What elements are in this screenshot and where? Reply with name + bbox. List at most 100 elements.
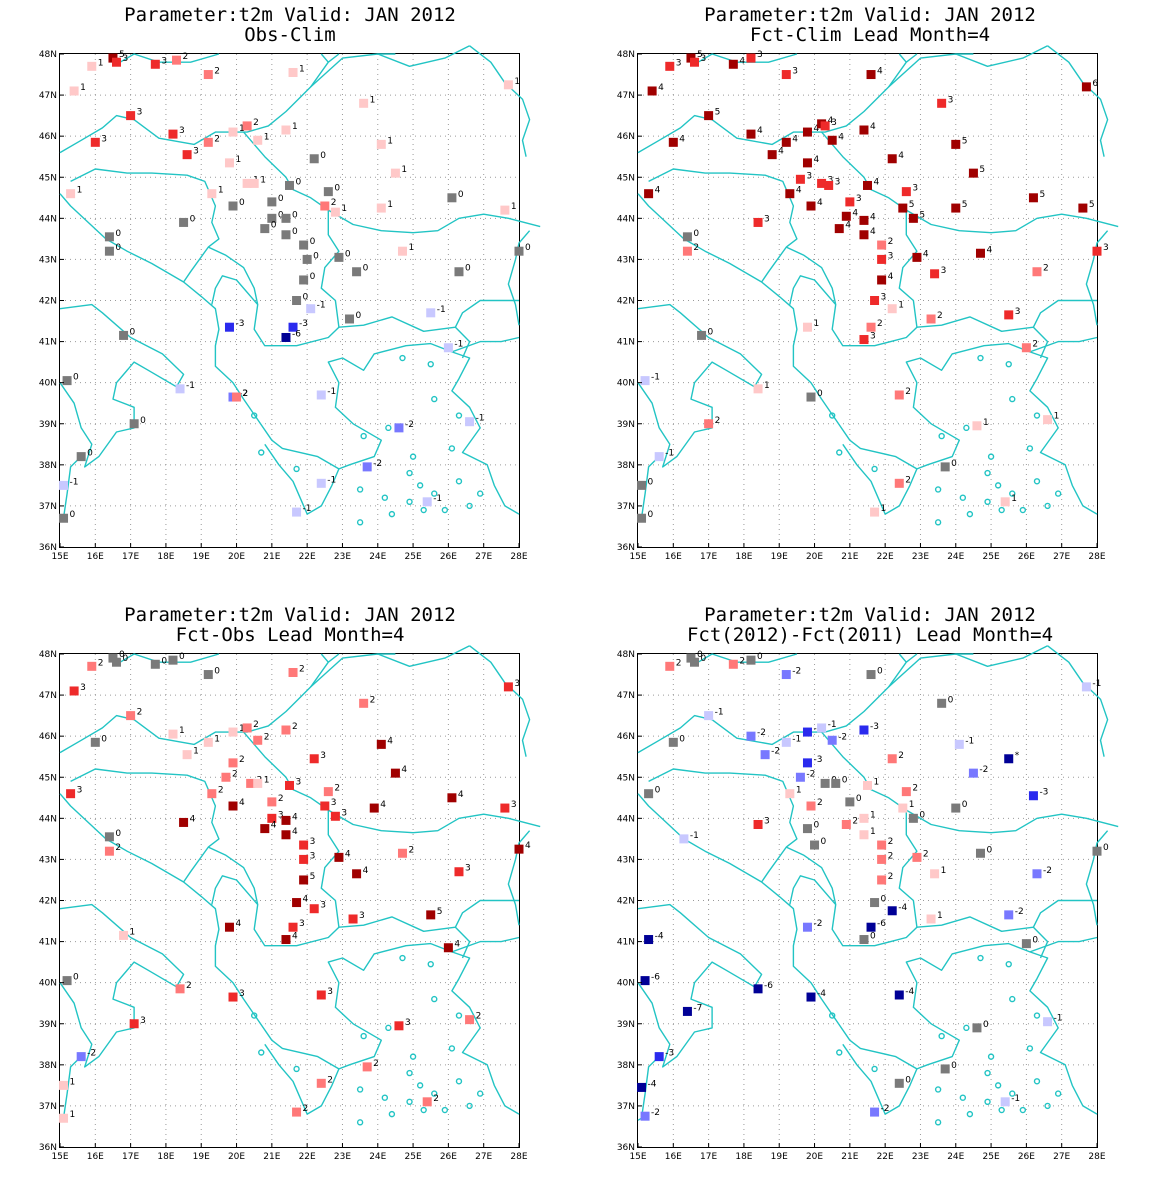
station-marker: -2 [760,747,780,760]
island-outline [1044,1102,1051,1110]
station-marker: 1 [390,165,407,178]
station-value-label: 0 [73,973,79,983]
station-square [640,376,650,386]
station-square [390,768,400,778]
island-outline [385,424,392,432]
coastline [648,768,798,883]
station-marker: 4 [859,122,876,135]
station-square [870,898,880,908]
station-marker: 2 [422,1094,439,1107]
lat-tick-label: 39N [39,420,57,430]
station-marker: 5 [951,136,968,149]
island-outline [934,1119,942,1126]
station-value-label: 2 [912,784,918,794]
station-square [299,840,309,850]
lon-tick-label: 25E [983,1152,1000,1162]
station-value-label: 4 [877,67,883,77]
station-marker: -2 [1032,866,1052,879]
station-square [362,1062,372,1072]
lat-tick-label: 48N [617,50,635,60]
station-value-label: -1 [828,720,837,730]
station-marker: 4 [781,134,798,147]
station-marker: 0 [59,510,76,523]
coastline [888,645,1048,688]
station-square [87,61,97,71]
station-square [781,137,791,147]
island-outline [399,954,406,962]
station-square [447,793,457,803]
station-square [150,59,160,69]
island-outline [871,1065,878,1073]
station-value-label: -1 [186,381,195,391]
station-value-label: 3 [856,194,862,204]
station-square [281,725,291,735]
station-value-label: 4 [658,83,664,93]
station-marker: 0 [1092,843,1109,856]
station-value-label: 0 [214,667,220,677]
station-square [299,875,309,885]
station-value-label: 4 [292,932,298,942]
station-marker: 1 [207,186,224,199]
station-square [785,789,795,799]
station-marker: 4 [224,919,241,932]
station-marker: 0 [203,667,220,680]
station-square [104,232,114,242]
coastline [888,45,1048,88]
coastline [116,653,220,665]
lon-tick-label: 26E [1018,1152,1035,1162]
station-marker: 0 [119,327,136,340]
station-marker: 3 [859,332,876,345]
station-marker: 1 [926,911,943,924]
station-value-label: 4 [401,765,407,775]
station-value-label: 3 [239,989,245,999]
station-marker: 4 [369,800,386,813]
station-value-label: 2 [739,656,745,666]
station-square [817,178,827,188]
station-marker: 2 [292,1104,308,1117]
station-value-label: -3 [299,319,308,329]
station-marker: -2 [76,1049,96,1062]
station-marker: 2 [901,784,918,797]
coastline [1085,230,1109,326]
station-square [426,910,436,920]
station-value-label: 2 [877,319,883,329]
station-value-label: 0 [821,837,827,847]
island-outline [476,1090,484,1097]
station-value-label: 3 [831,118,837,128]
station-square [859,830,869,840]
station-value-label: 1 [881,504,887,514]
station-marker: -2 [394,420,414,433]
station-value-label: -3 [665,1049,674,1059]
station-marker: 2 [228,755,245,768]
station-marker: 0 [454,264,471,277]
station-marker: 1 [397,243,414,256]
station-marker: 4 [863,177,880,190]
station-value-label: 3 [122,54,128,64]
lon-tick-label: 28E [510,552,527,562]
station-marker: 0 [951,800,968,813]
island-outline [466,502,473,510]
station-marker: 0 [937,695,954,708]
island-outline [984,498,991,506]
station-marker: 1 [59,1110,75,1123]
station-square [316,478,326,488]
lon-tick-label: 23E [334,1152,351,1162]
coastline [1029,936,1098,953]
lon-tick-label: 25E [405,1152,422,1162]
coastline [451,336,520,353]
station-square [654,452,664,462]
station-value-label: 2 [433,1094,439,1104]
station-marker: 2 [728,656,745,669]
station-value-label: 4 [292,827,298,837]
station-value-label: 3 [835,177,841,187]
island-outline [934,486,942,493]
station-square [224,322,234,332]
station-marker: -2 [1004,907,1024,920]
station-marker: 2 [877,237,893,250]
station-marker: 3 [168,126,185,139]
station-value-label: 4 [190,814,196,824]
island-outline [1044,502,1051,510]
station-value-label: 4 [303,895,309,905]
station-square [689,57,699,67]
